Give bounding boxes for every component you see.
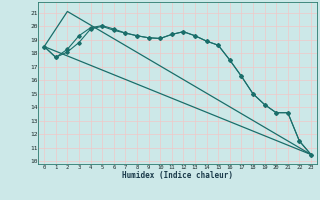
X-axis label: Humidex (Indice chaleur): Humidex (Indice chaleur) (122, 171, 233, 180)
